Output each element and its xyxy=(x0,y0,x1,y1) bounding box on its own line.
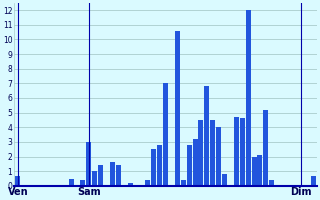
Bar xyxy=(116,165,121,186)
Bar xyxy=(198,120,204,186)
Bar xyxy=(240,118,245,186)
Bar xyxy=(311,176,316,186)
Bar xyxy=(263,110,268,186)
Bar xyxy=(193,139,197,186)
Bar xyxy=(181,180,186,186)
Bar xyxy=(151,149,156,186)
Bar xyxy=(92,171,97,186)
Bar xyxy=(128,183,132,186)
Bar xyxy=(234,117,239,186)
Bar xyxy=(210,120,215,186)
Bar xyxy=(157,145,162,186)
Bar xyxy=(163,83,168,186)
Bar xyxy=(86,142,91,186)
Bar xyxy=(246,10,251,186)
Bar xyxy=(204,86,209,186)
Bar xyxy=(80,180,85,186)
Bar xyxy=(222,174,227,186)
Bar xyxy=(110,162,115,186)
Bar xyxy=(68,179,74,186)
Bar xyxy=(175,31,180,186)
Bar xyxy=(258,155,262,186)
Bar xyxy=(15,176,20,186)
Bar xyxy=(98,165,103,186)
Bar xyxy=(269,180,274,186)
Bar xyxy=(145,180,150,186)
Bar xyxy=(216,127,221,186)
Bar xyxy=(187,145,192,186)
Bar xyxy=(252,157,257,186)
